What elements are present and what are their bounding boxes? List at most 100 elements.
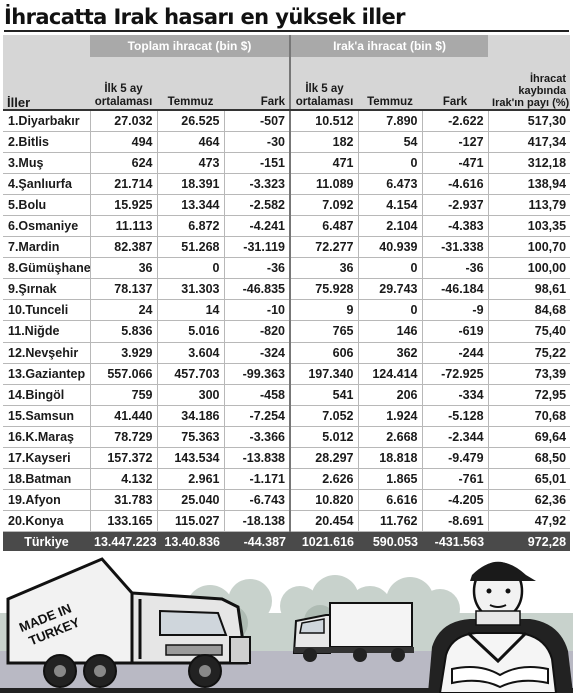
cell-iraq-avg: 36 (289, 257, 358, 280)
cell-total-july: 143.534 (156, 447, 224, 470)
cell-total-july: 2.961 (156, 468, 224, 491)
cell-total-avg: 11.113 (89, 215, 157, 238)
cell-total-avg: 78.137 (89, 278, 157, 301)
cell-total-july: 464 (156, 131, 224, 153)
cell-total-diff: -18.138 (223, 510, 290, 533)
table-row: 11.Niğde 5.836 5.016 -820 765 146 -619 75,40 (3, 320, 571, 343)
cell-total-avg: 78.729 (89, 426, 157, 449)
cell-iraq-avg: 9 (289, 299, 358, 322)
illustration: MADE IN TURKEY (0, 551, 573, 693)
cell-province: 4.Şanlıurfa (3, 173, 90, 195)
cell-province: 16.K.Maraş (3, 426, 90, 449)
cell-share: 312,18 (487, 152, 571, 174)
cell-iraq-diff: -31.338 (421, 236, 489, 259)
cell-total-diff: -4.241 (223, 215, 290, 238)
cell-total-diff: -151 (223, 152, 290, 174)
cell-total-avg: 21.714 (89, 173, 157, 195)
header-total-avg-line1: İlk 5 ay (104, 83, 143, 95)
cell-total-diff: -46.835 (223, 278, 290, 301)
cell-share: 100,00 (487, 257, 571, 280)
table-row: 7.Mardin 82.387 51.268 -31.119 72.277 40.939-… (3, 236, 571, 259)
cell-iraq-avg: 20.454 (289, 510, 358, 533)
cell-province: 12.Nevşehir (3, 342, 90, 364)
cell-total-july: 0 (156, 257, 224, 280)
cell-share: 84,68 (487, 299, 571, 322)
table-row: 10.Tunceli 24 14 -10 9 0 -9 84,68 (3, 299, 571, 322)
total-total-july: 13.40.836 (157, 531, 224, 552)
cell-share: 75,40 (487, 320, 571, 343)
cell-iraq-avg: 72.277 (289, 236, 358, 259)
total-province: Türkiye (3, 531, 90, 552)
cell-iraq-july: 7.890 (357, 110, 422, 132)
table-row: 2.Bitlis 494 464 -30 182 54 -127 417,34 (3, 131, 571, 153)
driver-figure (428, 561, 573, 693)
cell-province: 15.Samsun (3, 405, 90, 427)
cell-total-avg: 36 (89, 257, 157, 280)
cell-total-avg: 15.925 (89, 194, 157, 216)
cell-iraq-july: 0 (357, 152, 422, 174)
illustration-svg: MADE IN TURKEY (0, 551, 573, 693)
cell-share: 138,94 (487, 173, 571, 195)
cell-total-diff: -1.171 (223, 468, 290, 491)
cell-iraq-diff: -244 (421, 342, 489, 364)
cell-iraq-july: 0 (357, 257, 422, 280)
cell-iraq-july: 6.616 (357, 489, 422, 512)
small-truck-icon (292, 602, 414, 662)
cell-province: 11.Niğde (3, 320, 90, 343)
cell-province: 10.Tunceli (3, 299, 90, 322)
cell-iraq-avg: 6.487 (289, 215, 358, 238)
cell-total-july: 5.016 (156, 320, 224, 343)
cell-share: 100,70 (487, 236, 571, 259)
table-row: 15.Samsun 41.440 34.186 -7.254 7.052 1.924 -5.… (3, 405, 571, 427)
cell-iraq-avg: 606 (289, 342, 358, 364)
cell-iraq-july: 54 (357, 131, 422, 153)
cell-iraq-diff: -4.383 (421, 215, 489, 238)
cell-total-avg: 31.783 (89, 489, 157, 512)
cell-total-july: 473 (156, 152, 224, 174)
cell-share: 62,36 (487, 489, 571, 512)
cell-iraq-avg: 7.052 (289, 405, 358, 427)
header-share-line2: kaybında (518, 85, 567, 97)
cell-share: 70,68 (487, 405, 571, 427)
header-share: İhracat kaybında Irak'ın payı (%) (488, 35, 571, 111)
cell-iraq-diff: -46.184 (421, 278, 489, 301)
table-row: 20.Konya 133.165 115.027 -18.138 20.454 11.76… (3, 510, 571, 533)
cell-share: 47,92 (487, 510, 571, 533)
cell-iraq-avg: 5.012 (289, 426, 358, 449)
header-iraq-july: Temmuz (358, 57, 422, 111)
cell-share: 72,95 (487, 384, 571, 406)
cell-share: 517,30 (487, 110, 571, 132)
cell-share: 69,64 (487, 426, 571, 449)
cell-province: 9.Şırnak (3, 278, 90, 301)
cell-total-july: 6.872 (156, 215, 224, 238)
cell-iraq-avg: 75.928 (289, 278, 358, 301)
cell-share: 113,79 (487, 194, 571, 216)
table-row: 4.Şanlıurfa 21.714 18.391 -3.323 11.089 6.473… (3, 173, 571, 195)
cell-iraq-july: 4.154 (357, 194, 422, 216)
cell-iraq-july: 40.939 (357, 236, 422, 259)
cell-total-avg: 133.165 (89, 510, 157, 533)
cell-iraq-avg: 541 (289, 384, 358, 406)
cell-total-july: 31.303 (156, 278, 224, 301)
header-total-diff: Fark (224, 57, 290, 111)
header-group-iraq: Irak'a ihracat (bin $) (288, 35, 489, 57)
cell-total-july: 75.363 (156, 426, 224, 449)
table-row: 3.Muş 624 473 -151 471 0 -471 312,18 (3, 152, 571, 174)
cell-province: 13.Gaziantep (3, 363, 90, 385)
cell-iraq-diff: -4.205 (421, 489, 489, 512)
header-group-total: Toplam ihracat (bin $) (90, 35, 290, 57)
cell-total-july: 115.027 (156, 510, 224, 533)
header-province: İller (3, 57, 90, 111)
cell-total-diff: -6.743 (223, 489, 290, 512)
cell-total-diff: -820 (223, 320, 290, 343)
cell-total-diff: -3.366 (223, 426, 290, 449)
cell-total-july: 13.344 (156, 194, 224, 216)
cell-iraq-july: 2.668 (357, 426, 422, 449)
table-row: 5.Bolu 15.925 13.344 -2.582 7.092 4.154 -2.937… (3, 194, 571, 216)
cell-iraq-avg: 471 (289, 152, 358, 174)
cell-iraq-july: 362 (357, 342, 422, 364)
cell-iraq-diff: -761 (421, 468, 489, 491)
cell-iraq-july: 18.818 (357, 447, 422, 470)
cell-total-july: 457.703 (156, 363, 224, 385)
cell-total-avg: 27.032 (89, 110, 157, 132)
